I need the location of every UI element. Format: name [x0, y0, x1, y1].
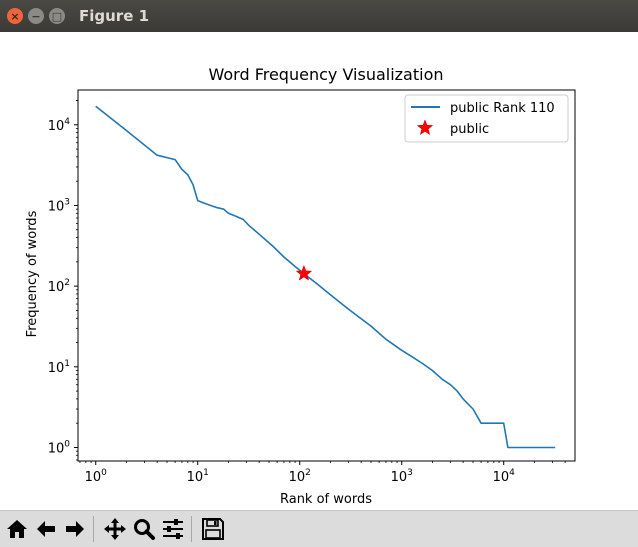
figure-canvas: Word Frequency Visualization Rank of wor… [0, 32, 638, 510]
x-axis-label: Rank of words [280, 492, 372, 507]
save-icon [201, 518, 224, 540]
chart-title: Word Frequency Visualization [208, 65, 443, 84]
zoom-button[interactable] [130, 516, 157, 543]
pan-icon [103, 518, 126, 540]
window-minimize-button[interactable]: − [28, 8, 44, 24]
legend-box [404, 94, 569, 143]
plot-area [77, 89, 576, 462]
back-button[interactable] [32, 516, 59, 543]
public-star-marker [295, 264, 313, 281]
y-tick-label: 100 [48, 439, 71, 456]
series-line-rank [95, 105, 556, 449]
legend: public Rank 110 public [404, 94, 569, 143]
y-tick-label: 101 [48, 359, 70, 376]
x-tick-label: 103 [391, 468, 413, 485]
x-tick-label: 101 [187, 468, 209, 485]
subplots-icon [162, 519, 183, 539]
y-axis-label: Frequency of words [25, 210, 40, 337]
word-frequency-chart: Word Frequency Visualization Rank of wor… [25, 65, 576, 507]
home-button[interactable] [3, 516, 30, 543]
navigation-toolbar [0, 510, 638, 547]
save-button[interactable] [199, 516, 226, 543]
forward-button[interactable] [61, 516, 88, 543]
y-tick-label: 103 [48, 197, 70, 214]
y-tick-label: 104 [48, 117, 71, 134]
window-maximize-button[interactable]: □ [49, 8, 65, 24]
forward-arrow-icon [65, 521, 84, 537]
window-title: Figure 1 [79, 7, 150, 25]
legend-star-swatch [416, 119, 434, 136]
toolbar-separator [191, 516, 192, 542]
window-titlebar: × − □ Figure 1 [0, 0, 638, 32]
legend-entry-public: public [450, 122, 489, 137]
toolbar-separator [93, 516, 94, 542]
subplots-button[interactable] [159, 516, 186, 543]
zoom-icon [133, 519, 155, 540]
x-tick-label: 100 [85, 468, 108, 485]
home-icon [6, 520, 27, 538]
back-arrow-icon [36, 521, 55, 537]
legend-entry-rank-series: public Rank 110 [450, 101, 555, 116]
x-tick-label: 104 [493, 468, 516, 485]
y-tick-label: 102 [48, 278, 70, 295]
x-tick-label: 102 [289, 468, 311, 485]
window-close-button[interactable]: × [7, 8, 23, 24]
pan-button[interactable] [101, 516, 128, 543]
